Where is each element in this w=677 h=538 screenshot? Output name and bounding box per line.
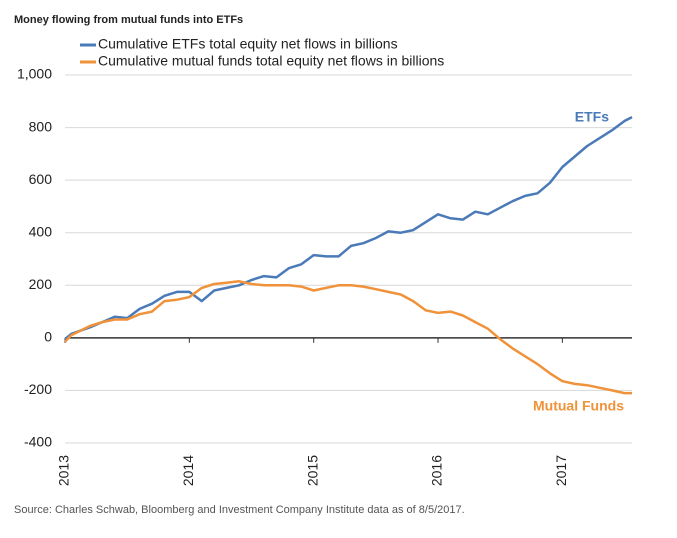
y-tick-label: -400 — [24, 434, 52, 450]
series-line — [64, 280, 632, 395]
x-tick-label: 2017 — [553, 455, 569, 486]
legend-label: Cumulative ETFs total equity net flows i… — [98, 36, 398, 52]
y-tick-label: 1,000 — [17, 66, 52, 82]
x-tick-label: 2014 — [180, 455, 196, 486]
series-line — [64, 115, 633, 341]
y-tick-label: 600 — [29, 171, 53, 187]
x-tick-label: 2013 — [56, 455, 72, 486]
y-tick-label: 800 — [29, 118, 53, 134]
legend-label: Cumulative mutual funds total equity net… — [98, 53, 444, 69]
x-tick-label: 2016 — [429, 455, 445, 486]
source: Source: Charles Schwab, Bloomberg and In… — [14, 504, 465, 516]
annotation: ETFs — [575, 109, 609, 125]
y-tick-label: 200 — [29, 276, 53, 292]
y-tick-label: 400 — [29, 223, 53, 239]
annotation: Mutual Funds — [533, 398, 624, 414]
y-tick-label: 0 — [44, 329, 52, 345]
y-tick-label: -200 — [24, 381, 52, 397]
chart-title: Money flowing from mutual funds into ETF… — [14, 14, 243, 26]
x-tick-label: 2015 — [304, 455, 320, 486]
